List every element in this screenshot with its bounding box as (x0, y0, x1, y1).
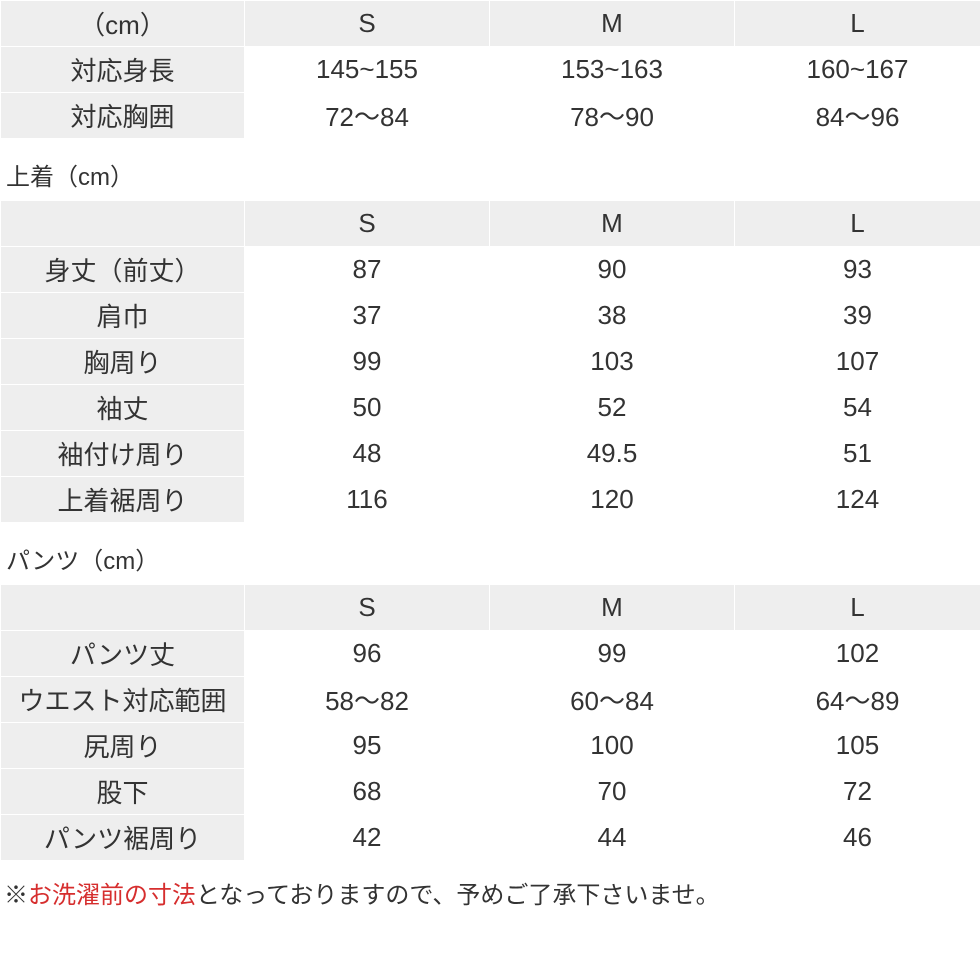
cell-value: 116 (245, 477, 490, 523)
cell-value: 49.5 (490, 431, 735, 477)
cell-value: 38 (490, 293, 735, 339)
cell-value: 124 (735, 477, 980, 523)
size-header: M (490, 201, 735, 247)
table-row: パンツ丈 96 99 102 (1, 631, 980, 677)
cell-value: 39 (735, 293, 980, 339)
table-row: ウエスト対応範囲 58～82 60～84 64～89 (1, 677, 980, 723)
cell-value: 50 (245, 385, 490, 431)
cell-value: 100 (490, 723, 735, 769)
table-row: 肩巾 37 38 39 (1, 293, 980, 339)
row-label: 上着裾周り (1, 477, 245, 523)
size-overview-table: （cm） S M L 対応身長 145~155 153~163 160~167 … (0, 0, 980, 139)
table-row: 対応身長 145~155 153~163 160~167 (1, 47, 980, 93)
note-prefix: ※ (4, 882, 28, 909)
row-label: パンツ裾周り (1, 815, 245, 861)
size-header: M (490, 585, 735, 631)
table-header-row: S M L (1, 585, 980, 631)
size-header: L (735, 585, 980, 631)
cell-value: 160~167 (735, 47, 980, 93)
cell-value: 90 (490, 247, 735, 293)
row-label: 尻周り (1, 723, 245, 769)
cell-value: 70 (490, 769, 735, 815)
cell-value: 46 (735, 815, 980, 861)
cell-value: 93 (735, 247, 980, 293)
corner-cell (1, 201, 245, 247)
note-rest: となっておりますので、予めご了承下さいませ。 (196, 882, 720, 909)
row-label: 対応胸囲 (1, 93, 245, 139)
cell-value: 95 (245, 723, 490, 769)
cell-value: 51 (735, 431, 980, 477)
cell-value: 52 (490, 385, 735, 431)
cell-value: 78～90 (490, 93, 735, 139)
size-header: L (735, 1, 980, 47)
row-label: 身丈（前丈） (1, 247, 245, 293)
row-label: 胸周り (1, 339, 245, 385)
table-row: 胸周り 99 103 107 (1, 339, 980, 385)
cell-value: 107 (735, 339, 980, 385)
row-label: パンツ丈 (1, 631, 245, 677)
row-label: ウエスト対応範囲 (1, 677, 245, 723)
footnote: ※お洗濯前の寸法となっておりますので、予めご了承下さいませ。 (0, 861, 980, 910)
cell-value: 99 (245, 339, 490, 385)
section-title-tops: 上着（cm） (0, 139, 980, 200)
note-emphasis: お洗濯前の寸法 (28, 882, 196, 909)
cell-value: 58～82 (245, 677, 490, 723)
row-label: 対応身長 (1, 47, 245, 93)
row-label: 股下 (1, 769, 245, 815)
size-header: S (245, 1, 490, 47)
cell-value: 54 (735, 385, 980, 431)
table-row: 対応胸囲 72～84 78～90 84～96 (1, 93, 980, 139)
cell-value: 72 (735, 769, 980, 815)
cell-value: 60～84 (490, 677, 735, 723)
size-header: M (490, 1, 735, 47)
cell-value: 42 (245, 815, 490, 861)
table-row: 股下 68 70 72 (1, 769, 980, 815)
table-row: パンツ裾周り 42 44 46 (1, 815, 980, 861)
cell-value: 37 (245, 293, 490, 339)
corner-cell: （cm） (1, 1, 245, 47)
cell-value: 68 (245, 769, 490, 815)
cell-value: 72～84 (245, 93, 490, 139)
table-row: 尻周り 95 100 105 (1, 723, 980, 769)
table-header-row: （cm） S M L (1, 1, 980, 47)
tops-size-table: S M L 身丈（前丈） 87 90 93 肩巾 37 38 39 胸周り 99… (0, 200, 980, 523)
cell-value: 153~163 (490, 47, 735, 93)
table-row: 袖丈 50 52 54 (1, 385, 980, 431)
row-label: 肩巾 (1, 293, 245, 339)
pants-size-table: S M L パンツ丈 96 99 102 ウエスト対応範囲 58～82 60～8… (0, 584, 980, 861)
row-label: 袖丈 (1, 385, 245, 431)
cell-value: 96 (245, 631, 490, 677)
cell-value: 120 (490, 477, 735, 523)
cell-value: 44 (490, 815, 735, 861)
cell-value: 145~155 (245, 47, 490, 93)
cell-value: 87 (245, 247, 490, 293)
corner-cell (1, 585, 245, 631)
size-header: S (245, 585, 490, 631)
size-header: L (735, 201, 980, 247)
cell-value: 48 (245, 431, 490, 477)
cell-value: 99 (490, 631, 735, 677)
size-header: S (245, 201, 490, 247)
row-label: 袖付け周り (1, 431, 245, 477)
cell-value: 102 (735, 631, 980, 677)
table-header-row: S M L (1, 201, 980, 247)
table-row: 袖付け周り 48 49.5 51 (1, 431, 980, 477)
cell-value: 105 (735, 723, 980, 769)
cell-value: 103 (490, 339, 735, 385)
cell-value: 64～89 (735, 677, 980, 723)
cell-value: 84～96 (735, 93, 980, 139)
table-row: 上着裾周り 116 120 124 (1, 477, 980, 523)
table-row: 身丈（前丈） 87 90 93 (1, 247, 980, 293)
section-title-pants: パンツ（cm） (0, 523, 980, 584)
